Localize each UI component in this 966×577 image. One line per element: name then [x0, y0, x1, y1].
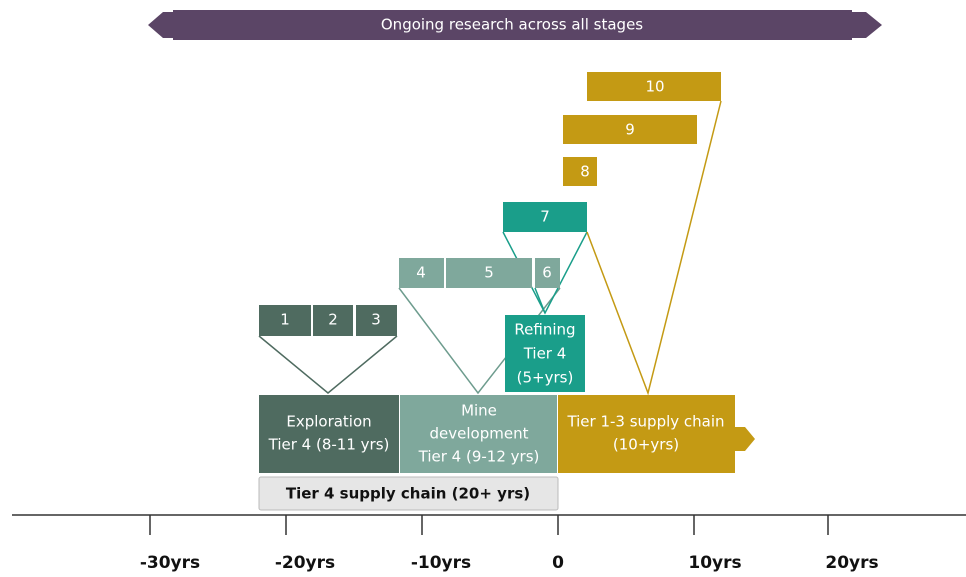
step-label: 5: [484, 264, 494, 282]
step-label: 4: [416, 264, 426, 282]
axis-label: -10yrs: [411, 553, 471, 573]
connector: [534, 287, 546, 314]
step-box: [446, 258, 532, 288]
axis-label: 20yrs: [825, 553, 878, 573]
refining-label: Refining: [514, 321, 575, 339]
banner-text: Ongoing research across all stages: [381, 16, 643, 34]
step-box: [563, 157, 597, 186]
supply-box: [558, 395, 735, 473]
refining-box: [505, 315, 585, 392]
mine-label: Tier 4 (9-12 yrs): [418, 448, 540, 466]
supply-label: (10+yrs): [613, 436, 679, 454]
step-box: [399, 258, 444, 288]
step-box: [356, 305, 397, 336]
step-box: [563, 115, 697, 144]
refining-label: (5+yrs): [517, 369, 574, 387]
exploration-label: Exploration: [286, 413, 371, 431]
axis-label: 10yrs: [688, 553, 741, 573]
step-box: [313, 305, 353, 336]
step-label: 2: [328, 311, 338, 329]
step-box: [259, 305, 311, 336]
step-box: [587, 72, 721, 101]
mine-label: development: [430, 425, 529, 443]
step-label: 1: [280, 311, 290, 329]
connector: [258, 335, 398, 394]
step-box: [535, 258, 560, 288]
supply-label: Tier 1-3 supply chain: [566, 413, 724, 431]
axis-label: -30yrs: [140, 553, 200, 573]
refining-label: Tier 4: [523, 345, 567, 363]
step-label: 10: [645, 78, 664, 96]
axis-label: -20yrs: [275, 553, 335, 573]
banner-arrow: [148, 10, 882, 40]
exploration-box: [259, 395, 399, 473]
supply-arrow: [735, 427, 755, 451]
step-label: 3: [371, 311, 381, 329]
step-label: 8: [580, 163, 590, 181]
exploration-label: Tier 4 (8-11 yrs): [268, 436, 390, 454]
layout: [12, 10, 966, 535]
step-label: 9: [625, 121, 635, 139]
tier4-label: Tier 4 supply chain (20+ yrs): [286, 485, 530, 503]
step-box: [503, 202, 587, 232]
mine-label: Mine: [461, 402, 497, 420]
axis-label: 0: [552, 553, 564, 573]
step-label: 6: [542, 264, 552, 282]
step-label: 7: [540, 208, 550, 226]
connector: [586, 100, 722, 396]
tier4-box: [258, 476, 559, 511]
mine-box: [400, 395, 557, 473]
